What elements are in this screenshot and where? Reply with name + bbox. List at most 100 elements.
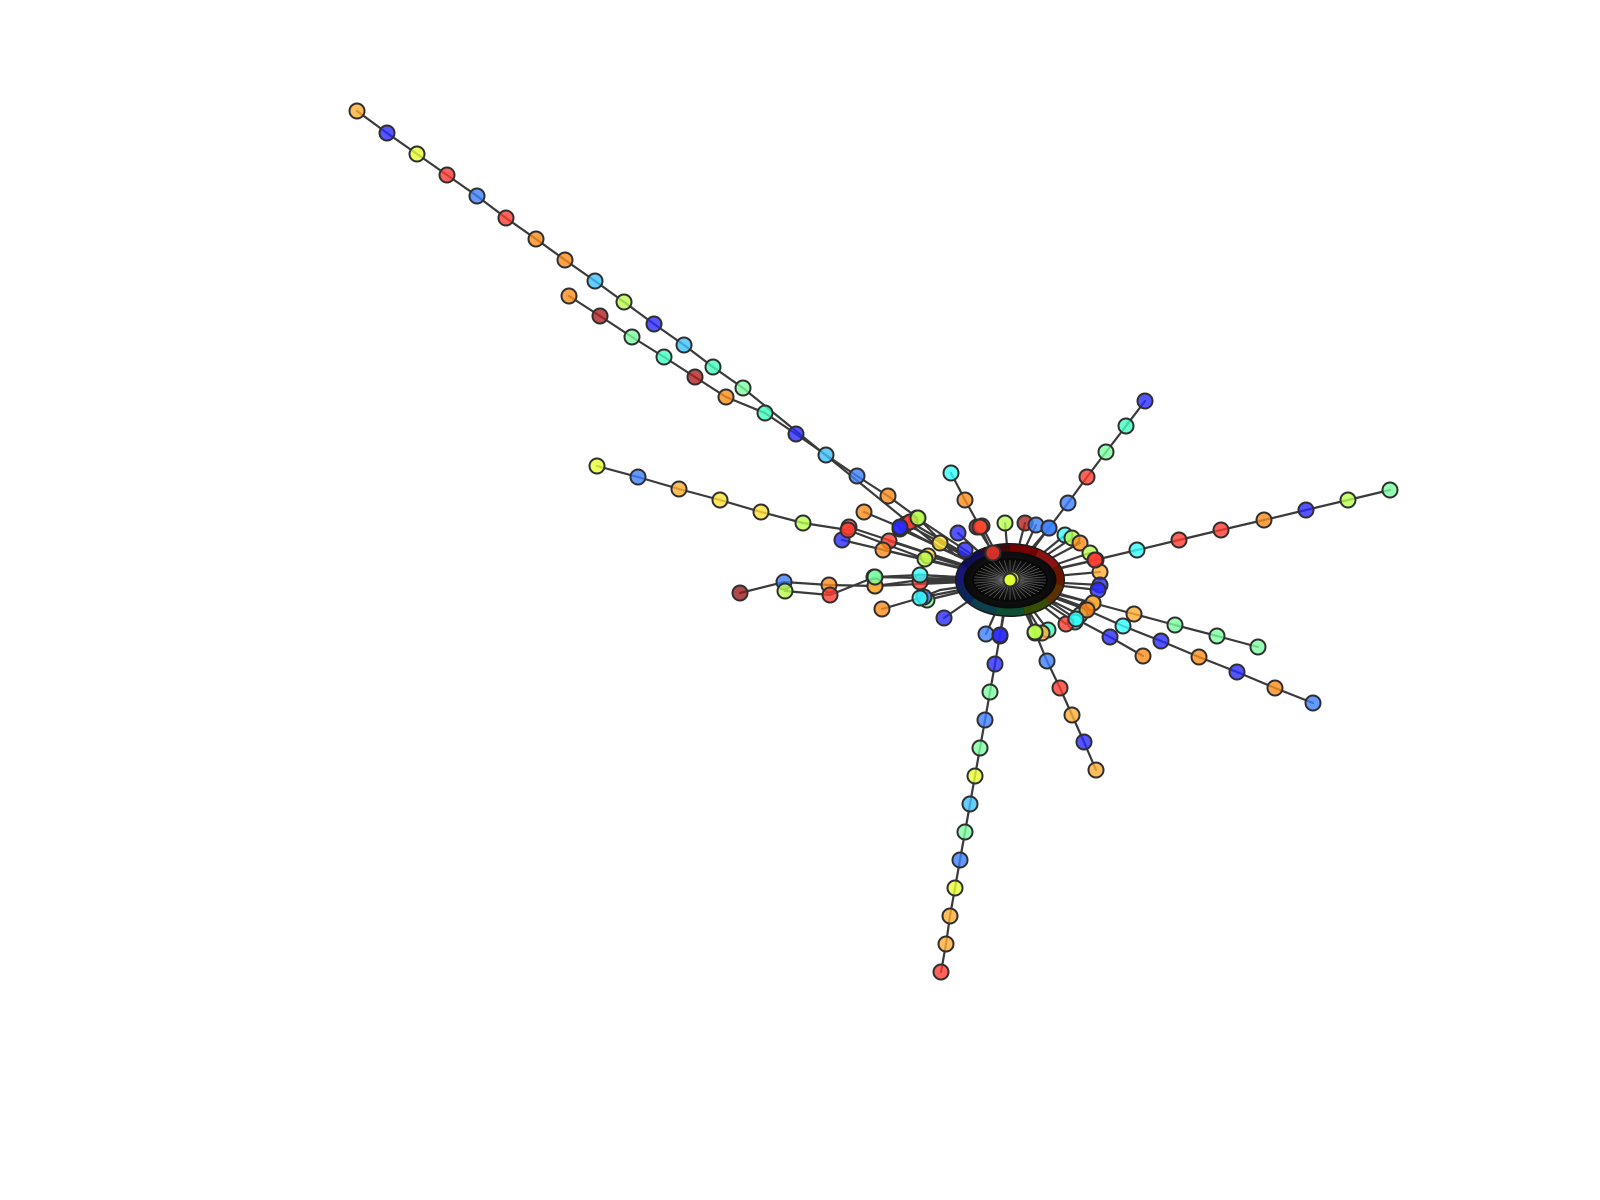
graph-node <box>734 379 752 397</box>
center-node <box>1002 572 1018 588</box>
graph-node <box>937 935 955 953</box>
graph-node <box>787 425 805 443</box>
graph-node <box>1026 623 1044 641</box>
graph-node <box>891 518 909 536</box>
graph-node <box>408 145 426 163</box>
graph-node <box>776 582 794 600</box>
graph-node <box>873 600 891 618</box>
graph-node <box>956 541 974 559</box>
hub-rim-segment <box>1045 583 1063 604</box>
graph-node <box>1255 511 1273 529</box>
graph-node <box>935 609 953 627</box>
graph-node <box>911 566 929 584</box>
hub-rim-segment <box>1023 598 1050 615</box>
graph-node <box>675 336 693 354</box>
graph-node <box>1190 648 1208 666</box>
graph-node <box>1134 647 1152 665</box>
graph-node <box>1136 392 1154 410</box>
graph-node <box>1086 551 1104 569</box>
graph-node <box>909 509 927 527</box>
graph-node <box>588 457 606 475</box>
graph-node <box>1381 481 1399 499</box>
graph-node <box>932 963 950 981</box>
hub-rim-segment <box>1009 544 1039 557</box>
graph-node <box>971 518 989 536</box>
graph-node <box>717 388 735 406</box>
graph-node <box>591 307 609 325</box>
graph-node <box>1078 468 1096 486</box>
graph-node <box>941 907 959 925</box>
graph-node <box>1040 519 1058 537</box>
hub-rim-segment <box>957 583 975 604</box>
graph-node <box>752 503 770 521</box>
graph-node <box>1125 605 1143 623</box>
graph-node <box>1071 534 1089 552</box>
graph-node <box>951 851 969 869</box>
graph-node <box>1166 616 1184 634</box>
graph-node <box>623 328 641 346</box>
graph-node <box>348 102 366 120</box>
graph-node <box>1297 501 1315 519</box>
graph-node <box>711 491 729 509</box>
graph-node <box>949 524 967 542</box>
graph-node <box>378 124 396 142</box>
graph-node <box>1212 521 1230 539</box>
graph-node <box>1097 443 1115 461</box>
graph-node <box>527 230 545 248</box>
graph-node <box>615 293 633 311</box>
graph-node <box>981 683 999 701</box>
graph-node <box>1114 617 1132 635</box>
graph-node <box>1228 663 1246 681</box>
graph-node <box>670 480 688 498</box>
graph-node <box>911 589 929 607</box>
graph-node <box>839 521 857 539</box>
graph-node <box>794 514 812 532</box>
graph-node <box>756 404 774 422</box>
graph-node <box>468 187 486 205</box>
hub-rim-segment <box>1052 564 1064 586</box>
graph-node <box>1128 541 1146 559</box>
graph-node <box>1304 694 1322 712</box>
graph-node <box>556 251 574 269</box>
graph-node <box>629 468 647 486</box>
graph-node <box>1067 610 1085 628</box>
graph-node <box>1075 733 1093 751</box>
graph-node <box>560 287 578 305</box>
graph-node <box>1063 706 1081 724</box>
graph-node <box>1152 632 1170 650</box>
graph-node <box>855 503 873 521</box>
graph-node <box>986 655 1004 673</box>
graph-node <box>1087 761 1105 779</box>
graph-node <box>956 823 974 841</box>
graph-node <box>1038 652 1056 670</box>
graph-node <box>1078 601 1096 619</box>
graph-node <box>996 514 1014 532</box>
graph-node <box>497 209 515 227</box>
hub-rim-segment <box>970 598 997 615</box>
graph-node <box>1339 491 1357 509</box>
hub-rim-segment <box>995 607 1025 616</box>
graph-node <box>655 348 673 366</box>
graph-node <box>1101 628 1119 646</box>
hub-rim-segment <box>961 549 985 569</box>
graph-node <box>848 467 866 485</box>
graph-node <box>1170 531 1188 549</box>
graph-node <box>731 584 749 602</box>
graph-node <box>874 541 892 559</box>
graph-node <box>977 625 995 643</box>
graph-node <box>1059 494 1077 512</box>
graph-node <box>961 795 979 813</box>
graph-node <box>942 464 960 482</box>
graph-node <box>1117 417 1135 435</box>
graph-node <box>866 568 884 586</box>
graph-node <box>704 358 722 376</box>
graph-node <box>586 272 604 290</box>
graph-node <box>984 544 1002 562</box>
graph-node <box>1249 638 1267 656</box>
graph-node <box>686 368 704 386</box>
graph-node <box>1051 679 1069 697</box>
nodes-layer <box>348 102 1399 981</box>
hub-rim-segment <box>956 564 968 586</box>
hub-rim-segment <box>1035 549 1059 569</box>
